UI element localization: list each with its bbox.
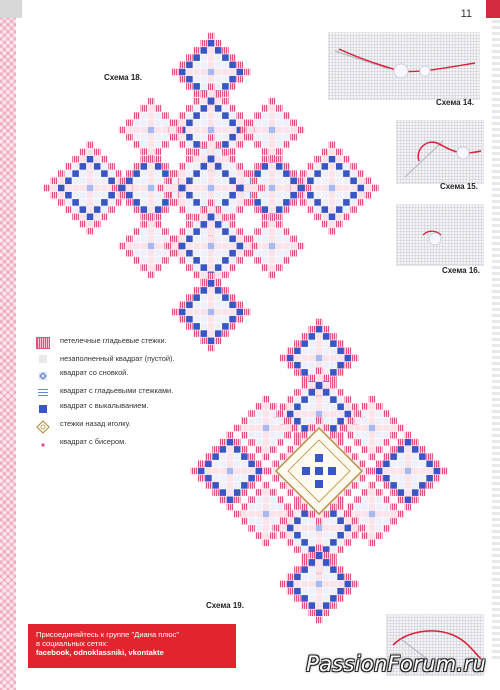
scheme-18-pattern [43, 32, 379, 352]
legend: петелечные гладьевые стежки. незаполненн… [36, 336, 176, 455]
legend-item: квадрат с выкалыванием. [36, 401, 176, 414]
backstitch-icon [36, 420, 50, 434]
needle-thread-illustration [392, 630, 482, 660]
backstitch-outline [275, 427, 363, 515]
satin-stitch-square-icon [38, 387, 48, 396]
photo-bottom-right [386, 614, 484, 676]
scheme-16-label: Схема 16. [442, 266, 480, 275]
social-banner: Присоединяйтесь к группе "Диана плюс" в … [28, 624, 236, 668]
scheme-block [233, 395, 299, 461]
empty-square-icon [39, 355, 47, 363]
scheme-block [279, 544, 359, 624]
scheme-block [285, 141, 379, 235]
scheme-block [43, 141, 137, 235]
scheme-block [164, 83, 258, 177]
filled-square-icon [36, 402, 50, 414]
scheme-15-label: Схема 15. [440, 182, 478, 191]
legend-item: стежки назад иголку. [36, 419, 176, 434]
legend-text: незаполненный квадрат (пустой). [60, 354, 175, 363]
scheme-14-label: Схема 14. [436, 98, 474, 107]
legend-text: квадрат с бисером. [60, 437, 127, 446]
scheme-block [232, 148, 312, 228]
legend-text: петелечные гладьевые стежки. [60, 336, 167, 345]
legend-item: квадрат со сновкой. [36, 368, 176, 381]
pink-stitch-block-icon [36, 337, 50, 349]
banner-line-2: в социальных сетях: [36, 639, 109, 648]
scheme-19-pattern [190, 318, 448, 624]
legend-text: квадрат с выкалыванием. [60, 401, 149, 410]
legend-text: квадрат с гладьевыми стежками. [60, 386, 174, 395]
banner-line-1: Присоединяйтесь к группе "Диана плюс" [36, 630, 180, 639]
wrapped-square-icon [36, 369, 50, 381]
scheme-block [279, 318, 359, 398]
legend-item: квадрат с гладьевыми стежками. [36, 386, 176, 396]
corner-mark [0, 0, 22, 18]
legend-item: петелечные гладьевые стежки. [36, 336, 176, 349]
scheme-18-label: Схема 18. [104, 73, 142, 82]
top-red-tab [486, 0, 500, 18]
right-decorative-strip [492, 20, 500, 660]
scheme-19-label: Схема 19. [206, 601, 244, 610]
legend-text: стежки назад иголку. [60, 419, 131, 428]
needle-bead-illustration [404, 140, 482, 178]
photo-scheme-16 [396, 204, 484, 266]
bead-illustration [422, 230, 442, 246]
scheme-block [190, 431, 270, 511]
scheme-block [171, 272, 251, 352]
legend-item: незаполненный квадрат (пустой). [36, 354, 176, 363]
bead-icon [36, 438, 50, 450]
scheme-block [118, 97, 184, 163]
scheme-block [339, 395, 405, 461]
needle-bead-illustration [334, 48, 476, 79]
left-decorative-strip [0, 0, 16, 690]
legend-item: квадрат с бисером. [36, 437, 176, 450]
photo-scheme-15 [396, 120, 484, 184]
watermark: PassionForum.ru [306, 652, 486, 676]
photo-scheme-14 [328, 32, 480, 100]
page-number: 11 [460, 8, 472, 20]
banner-social-links[interactable]: facebook, odnoklassniki, vkontakte [36, 648, 164, 657]
legend-text: квадрат со сновкой. [60, 368, 129, 377]
scheme-block [239, 97, 305, 163]
scheme-block [239, 213, 305, 279]
